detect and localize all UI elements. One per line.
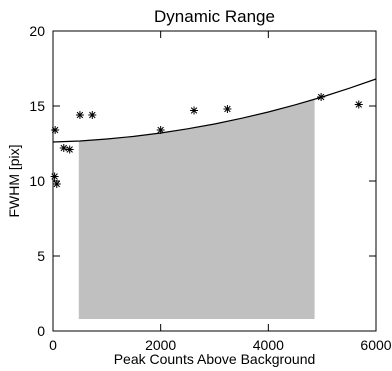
data-point: [59, 144, 68, 152]
y-tick-label: 10: [29, 173, 45, 189]
data-point: [156, 126, 165, 134]
data-point: [354, 100, 363, 109]
data-point: [52, 180, 61, 188]
x-tick-label: 2000: [145, 337, 176, 353]
axis-ticks: 0 2000 4000 6000 0 5 10 15 20: [29, 23, 391, 353]
data-point: [223, 105, 232, 113]
y-tick-label: 20: [29, 23, 45, 39]
data-point: [317, 93, 326, 101]
data-point: [51, 126, 60, 134]
y-tick-label: 0: [37, 323, 45, 339]
data-point: [190, 106, 199, 115]
data-point: [75, 111, 84, 119]
x-tick-label: 6000: [360, 337, 391, 353]
chart-title: Dynamic Range: [154, 7, 275, 26]
y-axis-label: FWHM [pix]: [6, 144, 22, 217]
data-point: [88, 111, 97, 119]
shaded-region: [78, 99, 315, 319]
x-tick-label: 4000: [253, 337, 284, 353]
x-axis-label: Peak Counts Above Background: [114, 351, 316, 367]
shaded-region-layer: [78, 99, 315, 319]
y-tick-label: 15: [29, 98, 45, 114]
x-tick-label: 0: [49, 337, 57, 353]
data-point: [50, 172, 59, 181]
data-point: [65, 145, 74, 154]
y-tick-label: 5: [37, 248, 45, 264]
data-points: [50, 93, 363, 188]
